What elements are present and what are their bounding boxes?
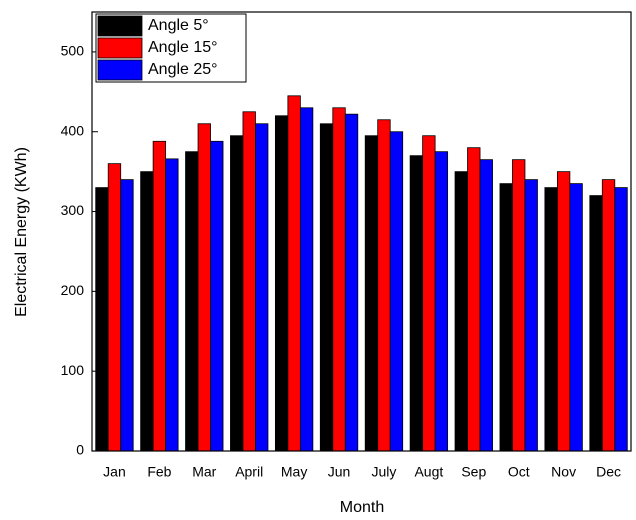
- bar: [242, 111, 256, 452]
- legend-label: Angle 25°: [148, 61, 218, 78]
- x-tick-label: Augt: [414, 464, 443, 480]
- bar: [377, 119, 391, 452]
- bar: [422, 135, 436, 452]
- bar: [152, 140, 167, 452]
- x-tick-label: Jan: [103, 464, 126, 480]
- legend-swatch: [97, 15, 143, 37]
- x-tick-label: Jun: [328, 464, 351, 480]
- bar: [287, 95, 301, 452]
- bar: [319, 123, 334, 452]
- x-tick-label: July: [372, 464, 397, 480]
- bar: [434, 151, 449, 452]
- bar: [95, 187, 109, 452]
- y-tick-label: 100: [61, 362, 85, 378]
- bar: [332, 107, 346, 452]
- x-axis-label: Month: [340, 499, 384, 516]
- legend-label: Angle 15°: [148, 39, 218, 56]
- bar: [512, 159, 526, 452]
- y-tick-label: 300: [61, 202, 85, 218]
- y-tick-label: 500: [61, 43, 85, 59]
- x-tick-label: Mar: [192, 464, 216, 480]
- plot-frame: [91, 11, 632, 452]
- bar: [255, 123, 269, 452]
- bar: [299, 107, 314, 452]
- bar: [210, 140, 224, 452]
- bar: [197, 123, 211, 452]
- bar: [614, 187, 628, 452]
- bar: [409, 155, 424, 452]
- bar: [544, 187, 558, 452]
- legend-swatch: [97, 37, 143, 59]
- legend-label: Angle 5°: [148, 17, 209, 34]
- bar: [274, 115, 289, 452]
- bar: [107, 163, 122, 452]
- x-tick-label: Dec: [596, 464, 621, 480]
- x-tick-label: April: [235, 464, 263, 480]
- bar: [364, 135, 379, 452]
- bar: [140, 171, 154, 452]
- x-tick-label: Oct: [508, 464, 530, 480]
- bar: [454, 171, 468, 452]
- x-tick-label: Sep: [461, 464, 486, 480]
- legend-swatch: [97, 59, 143, 81]
- y-tick-label: 400: [61, 122, 85, 138]
- y-tick-label: 0: [76, 442, 84, 458]
- bar: [524, 179, 538, 452]
- y-tick-label: 200: [61, 282, 85, 298]
- bar: [479, 159, 493, 452]
- bar: [389, 131, 404, 452]
- bar: [569, 183, 583, 452]
- bar: [344, 113, 359, 452]
- bar: [589, 195, 603, 452]
- bar: [556, 171, 571, 452]
- bar: [120, 179, 134, 452]
- x-tick-label: Nov: [551, 464, 576, 480]
- bar: [499, 183, 513, 452]
- bar: [467, 147, 481, 452]
- bar: [230, 135, 244, 452]
- y-axis-label: Electrical Energy (KWh): [13, 147, 30, 317]
- x-tick-label: Feb: [147, 464, 171, 480]
- bar: [601, 179, 616, 452]
- bar: [185, 151, 199, 452]
- x-tick-label: May: [281, 464, 307, 480]
- bar: [165, 158, 179, 452]
